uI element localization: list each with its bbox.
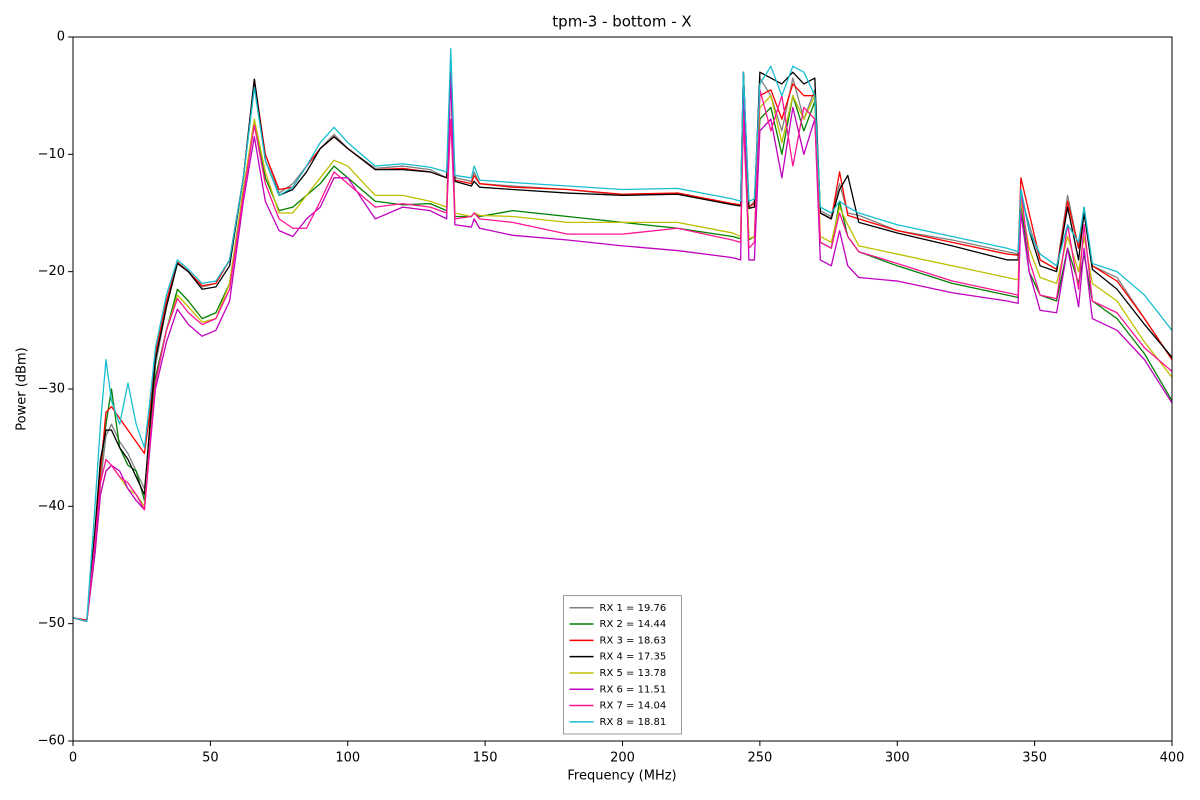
y-tick-label: −30: [38, 382, 65, 397]
x-tick-label: 200: [610, 751, 635, 766]
legend-label: RX 5 = 13.78: [600, 668, 667, 679]
legend-label: RX 8 = 18.81: [600, 717, 667, 728]
y-tick-label: −40: [38, 499, 65, 514]
plot-area: [72, 48, 1173, 622]
y-tick-label: −50: [38, 616, 65, 631]
x-axis-label: Frequency (MHz): [567, 769, 676, 784]
x-tick-label: 350: [1022, 751, 1047, 766]
y-axis-label: Power (dBm): [15, 347, 30, 430]
x-tick-label: 100: [335, 751, 360, 766]
legend-label: RX 6 = 11.51: [600, 684, 667, 695]
series-line: [72, 48, 1173, 622]
legend-label: RX 2 = 14.44: [600, 619, 667, 630]
x-tick-label: 250: [747, 751, 772, 766]
series-line: [72, 89, 1173, 622]
x-tick-label: 150: [473, 751, 498, 766]
series-line: [72, 71, 1173, 621]
y-tick-label: −20: [38, 264, 65, 279]
legend-label: RX 3 = 18.63: [600, 635, 667, 646]
y-tick-label: 0: [57, 30, 65, 45]
series-line: [72, 71, 1173, 622]
y-tick-label: −10: [38, 147, 65, 162]
x-tick-label: 0: [69, 751, 77, 766]
y-tick-label: −60: [38, 734, 65, 749]
legend-label: RX 4 = 17.35: [600, 652, 667, 663]
legend-label: RX 1 = 19.76: [600, 603, 667, 614]
x-tick-label: 50: [202, 751, 219, 766]
chart-title: tpm-3 - bottom - X: [552, 13, 691, 31]
series-line: [72, 71, 1173, 622]
legend-box: [563, 595, 682, 735]
legend-label: RX 7 = 14.04: [600, 701, 667, 712]
x-tick-label: 300: [885, 751, 910, 766]
x-tick-label: 400: [1160, 751, 1185, 766]
